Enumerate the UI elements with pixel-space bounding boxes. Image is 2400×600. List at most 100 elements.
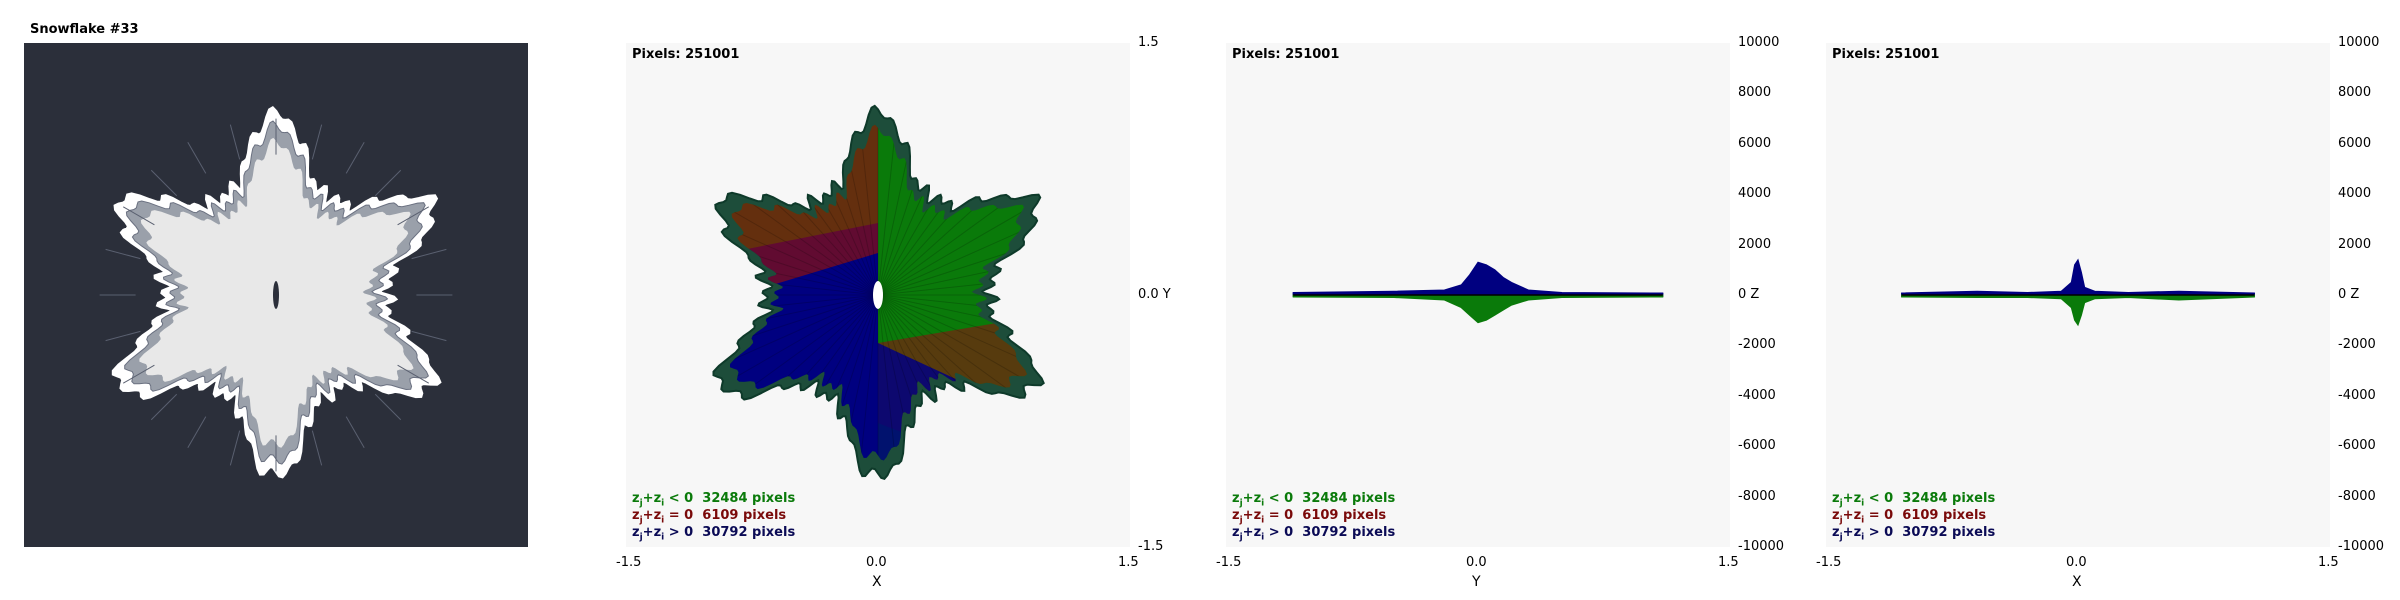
snowflake-texture-line xyxy=(345,416,365,449)
zx-plot-area: Pixels: 251001 zj+zi < 0 32484 pixels zj+… xyxy=(1826,43,2330,547)
snowflake-texture-line xyxy=(374,169,402,197)
x-axis-label: X xyxy=(2072,574,2082,590)
y-tick-label: 0.0 Y xyxy=(1138,287,1171,302)
snowflake-render-panel xyxy=(24,43,528,547)
snowflake-texture-line xyxy=(150,393,178,421)
legend-entry: zj+zi = 0 6109 pixels xyxy=(1232,508,1387,526)
snowflake-texture-line xyxy=(397,206,430,226)
y-tick-label: -10000 xyxy=(1738,539,1785,554)
snowflake-texture-line xyxy=(105,248,141,260)
y-tick-label: -8000 xyxy=(1738,488,1776,504)
snowflake-texture-line xyxy=(187,416,207,449)
snowflake-ray xyxy=(730,294,879,449)
snowflake-center-mark xyxy=(273,281,279,309)
zy-plot-area: Pixels: 251001 zj+zi < 0 32484 pixels zj+… xyxy=(1226,43,1730,547)
legend-entry: zj+zi < 0 32484 pixels xyxy=(1232,491,1396,509)
snowflake-texture-line xyxy=(374,393,402,421)
y-tick-label: -10000 xyxy=(2338,539,2385,554)
y-tick-label: 8000 xyxy=(1738,85,1772,101)
pixels-count-label: Pixels: 251001 xyxy=(1832,47,1940,62)
pixels-count-label: Pixels: 251001 xyxy=(632,47,740,62)
chart-title: Snowflake #33 xyxy=(30,22,139,37)
snowflake-ray xyxy=(730,164,879,296)
y-tick-label: -6000 xyxy=(1738,438,1776,454)
snowflake-texture-line xyxy=(150,169,178,197)
snowflake-center-hole xyxy=(873,281,883,309)
snowflake-texture-line xyxy=(229,430,241,466)
x-tick-label: 1.5 xyxy=(1718,555,1739,570)
snowflake-texture-line xyxy=(311,124,323,160)
x-tick-label: 1.5 xyxy=(2318,555,2339,570)
snowflake-ray xyxy=(730,124,879,296)
snowflake-ray xyxy=(877,124,933,296)
x-tick-label: -1.5 xyxy=(616,555,642,570)
y-tick-label: -4000 xyxy=(1738,387,1776,403)
legend-entry: zj+zi < 0 32484 pixels xyxy=(632,491,796,509)
snowflake-texture-line xyxy=(311,430,323,466)
x-tick-label: 1.5 xyxy=(1118,555,1139,570)
legend-entry: zj+zi > 0 30792 pixels xyxy=(1232,525,1396,543)
y-tick-label: 2000 xyxy=(2338,236,2372,252)
y-tick-label: -6000 xyxy=(2338,438,2376,454)
y-tick-label: 4000 xyxy=(2338,186,2372,202)
snowflake-ray xyxy=(730,141,879,296)
y-tick-label: -1.5 xyxy=(1138,539,1164,554)
y-tick-label: -4000 xyxy=(2338,387,2376,403)
legend-entry: zj+zi < 0 32484 pixels xyxy=(1832,491,1996,509)
x-axis-label: X xyxy=(872,574,882,590)
xy-snowflake-plot xyxy=(712,104,1045,481)
snowflake-ray xyxy=(877,188,1028,296)
zx-profile-plot xyxy=(1901,258,2255,327)
y-tick-label: 8000 xyxy=(2338,85,2372,101)
snowflake-ray xyxy=(850,294,879,461)
x-tick-label: 0.0 xyxy=(866,555,887,570)
snowflake-texture-line xyxy=(122,364,155,384)
y-tick-label: 0 Z xyxy=(2338,287,2360,302)
y-tick-label: 0 Z xyxy=(1738,287,1760,302)
snowflake-ray xyxy=(877,141,1028,296)
x-tick-label: -1.5 xyxy=(1216,555,1242,570)
snowflake-ray xyxy=(730,294,879,402)
y-tick-label: 6000 xyxy=(1738,135,1772,151)
x-tick-label: 0.0 xyxy=(1466,555,1487,570)
zy-profile-plot xyxy=(1292,261,1664,324)
snowflake-ray xyxy=(877,294,1028,449)
y-tick-label: 10000 xyxy=(2338,35,2380,50)
legend-entry: zj+zi = 0 6109 pixels xyxy=(632,508,787,526)
y-tick-label: 6000 xyxy=(2338,135,2372,151)
snowflake-ray xyxy=(877,124,906,296)
snowflake-ray xyxy=(877,214,1028,296)
snowflake-ray xyxy=(877,294,1028,426)
snowflake-texture-line xyxy=(105,330,141,342)
snowflake-texture-line xyxy=(397,364,430,384)
snowflake-image xyxy=(99,105,453,479)
y-tick-label: 2000 xyxy=(1738,236,1772,252)
snowflake-ray xyxy=(730,294,879,376)
y-tick-label: -2000 xyxy=(1738,337,1776,353)
snowflake-texture-line xyxy=(411,248,447,260)
legend-entry: zj+zi > 0 30792 pixels xyxy=(632,525,796,543)
snowflake-texture-line xyxy=(187,141,207,174)
snowflake-ray xyxy=(877,164,1028,296)
snowflake-ray xyxy=(850,124,879,296)
snowflake-texture-line xyxy=(411,330,447,342)
x-tick-label: -1.5 xyxy=(1816,555,1842,570)
snowflake-texture-line xyxy=(345,141,365,174)
x-tick-label: 0.0 xyxy=(2066,555,2087,570)
y-tick-label: -2000 xyxy=(2338,337,2376,353)
y-tick-label: -8000 xyxy=(2338,488,2376,504)
y-tick-label: 10000 xyxy=(1738,35,1780,50)
snowflake-ray xyxy=(877,294,1028,461)
snowflake-ray xyxy=(877,294,1028,402)
snowflake-texture-line xyxy=(122,206,155,226)
xy-plot-area: Pixels: 251001 zj+zi < 0 32484 pixels zj+… xyxy=(626,43,1130,547)
y-tick-label: 1.5 xyxy=(1138,35,1159,50)
y-tick-label: 4000 xyxy=(1738,186,1772,202)
snowflake-texture-line xyxy=(229,124,241,160)
pixels-count-label: Pixels: 251001 xyxy=(1232,47,1340,62)
snowflake-ray xyxy=(877,294,906,461)
x-axis-label: Y xyxy=(1472,574,1481,590)
snowflake-ray xyxy=(730,188,879,296)
snowflake-ray xyxy=(730,294,879,426)
legend-entry: zj+zi > 0 30792 pixels xyxy=(1832,525,1996,543)
